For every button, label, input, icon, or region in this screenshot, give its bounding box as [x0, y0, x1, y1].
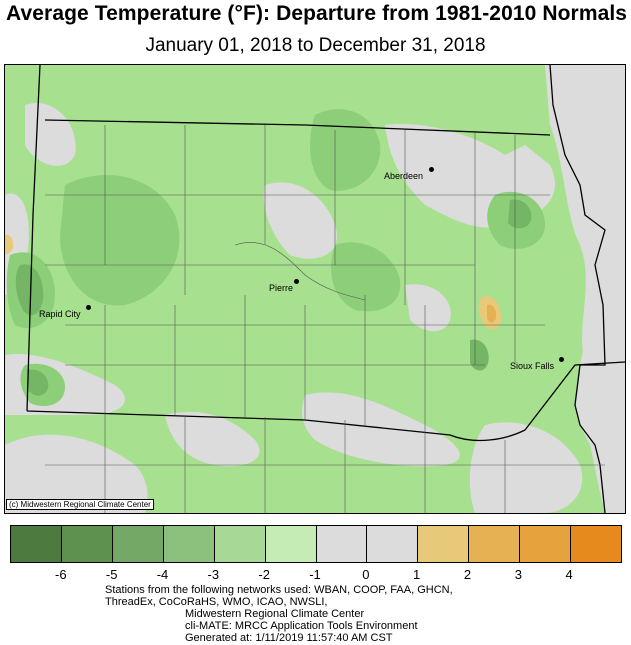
city-marker-sioux-falls	[559, 357, 564, 362]
legend-swatch	[316, 526, 368, 562]
city-label-rapid-city: Rapid City	[39, 309, 81, 319]
footer-line: Generated at: 1/11/2019 11:57:40 AM CST	[185, 632, 393, 644]
legend-swatch	[571, 526, 622, 562]
anomaly-region-minus3	[15, 264, 44, 316]
legend-swatch	[469, 526, 521, 562]
city-label-sioux-falls: Sioux Falls	[510, 361, 555, 371]
legend-tick-label: -1	[309, 567, 321, 582]
legend-tick-label: -6	[55, 567, 67, 582]
legend-tick-label: -4	[156, 567, 169, 582]
map-credit: (c) Midwestern Regional Climate Center	[6, 499, 154, 510]
city-marker-rapid-city	[86, 305, 91, 310]
city-label-pierre: Pierre	[269, 283, 294, 293]
city-marker-pierre	[294, 279, 299, 284]
footer-line: Stations from the following networks use…	[105, 584, 453, 596]
anomaly-region-neutral	[302, 392, 460, 467]
anomaly-region-neutral	[165, 411, 260, 467]
legend-swatch	[520, 526, 572, 562]
map-canvas	[5, 65, 625, 513]
temperature-departure-map: Aberdeen Pierre Rapid City Sioux Falls	[4, 64, 626, 514]
anomaly-region-plus2	[487, 304, 497, 323]
legend-tick-label: 4	[565, 567, 573, 582]
map-title: Average Temperature (°F): Departure from…	[6, 2, 628, 25]
legend-swatch	[112, 526, 164, 562]
map-subtitle: January 01, 2018 to December 31, 2018	[145, 35, 486, 56]
anomaly-region-minus2	[310, 109, 381, 191]
legend-tick-label: -2	[258, 567, 270, 582]
legend-swatch	[11, 526, 62, 562]
legend-ticks: -6 -5 -4 -3 -2 -1 0 1 2 3 4	[0, 567, 631, 583]
anomaly-region-neutral	[405, 284, 451, 332]
anomaly-region-minus3	[470, 339, 489, 371]
anomaly-region-neutral	[263, 182, 337, 259]
footer-line: Midwestern Regional Climate Center	[185, 608, 365, 620]
legend-swatch	[61, 526, 113, 562]
legend-swatch	[265, 526, 317, 562]
county-lines	[45, 125, 605, 513]
legend-tick-label: 2	[463, 567, 472, 582]
legend-swatch	[367, 526, 419, 562]
anomaly-region-minus2	[331, 242, 401, 312]
legend-tick-label: -3	[207, 567, 220, 582]
anomaly-region-neutral	[5, 434, 148, 513]
anomaly-region-neutral	[469, 422, 583, 513]
city-label-aberdeen: Aberdeen	[384, 171, 424, 181]
color-legend	[10, 525, 622, 563]
legend-tick-label: 1	[413, 567, 421, 582]
legend-tick-label: 0	[362, 567, 370, 582]
city-marker-aberdeen	[429, 167, 434, 172]
footer-line: cli-MATE: MRCC Application Tools Environ…	[185, 620, 418, 632]
legend-tick-label: -5	[105, 567, 118, 582]
legend-swatch	[418, 526, 470, 562]
anomaly-region-plus1	[5, 234, 14, 254]
legend-swatch	[214, 526, 266, 562]
anomaly-region-minus3	[508, 199, 532, 229]
footer-line: ThreadEx, CoCoRaHS, WMO, ICAO, NWSLI,	[105, 596, 328, 608]
anomaly-region-neutral	[580, 365, 625, 513]
anomaly-region-minus3	[27, 369, 49, 396]
legend-tick-label: 3	[514, 567, 522, 582]
state-boundary	[26, 65, 625, 513]
footer-notes: Stations from the following networks use…	[105, 584, 453, 644]
anomaly-region-minus2	[60, 175, 180, 306]
legend-swatch	[163, 526, 215, 562]
